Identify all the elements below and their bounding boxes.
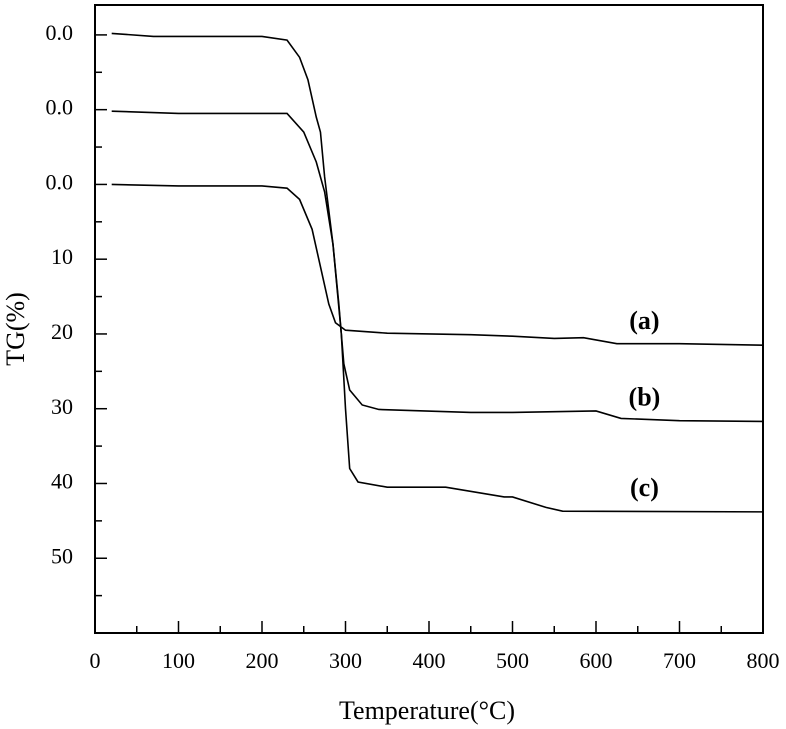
y-tick-label: 0.0 [46, 20, 74, 45]
y-tick-label: 0.0 [46, 95, 74, 120]
y-tick-label: 30 [51, 394, 73, 419]
x-tick-label: 800 [747, 648, 780, 673]
x-tick-label: 0 [90, 648, 101, 673]
y-tick-label: 0.0 [46, 169, 74, 194]
tg-curve [111, 183, 764, 346]
curve-label: (c) [630, 473, 659, 502]
x-tick-label: 100 [162, 648, 195, 673]
x-tick-label: 700 [663, 648, 696, 673]
y-tick-label: 10 [51, 244, 73, 269]
tg-curve [111, 110, 764, 423]
plot-frame [94, 4, 764, 634]
y-tick-label: 50 [51, 543, 73, 568]
x-tick-label: 600 [580, 648, 613, 673]
y-axis-label: TG(%) [1, 292, 30, 366]
tg-curve [111, 32, 764, 513]
y-tick-label: 20 [51, 319, 73, 344]
curve-label: (b) [629, 382, 661, 411]
x-tick-label: 300 [329, 648, 362, 673]
x-axis-label: Temperature(°C) [339, 696, 515, 725]
x-tick-label: 500 [496, 648, 529, 673]
y-tick-label: 40 [51, 469, 73, 494]
x-tick-label: 200 [246, 648, 279, 673]
x-tick-label: 400 [413, 648, 446, 673]
curve-label: (a) [629, 306, 659, 335]
